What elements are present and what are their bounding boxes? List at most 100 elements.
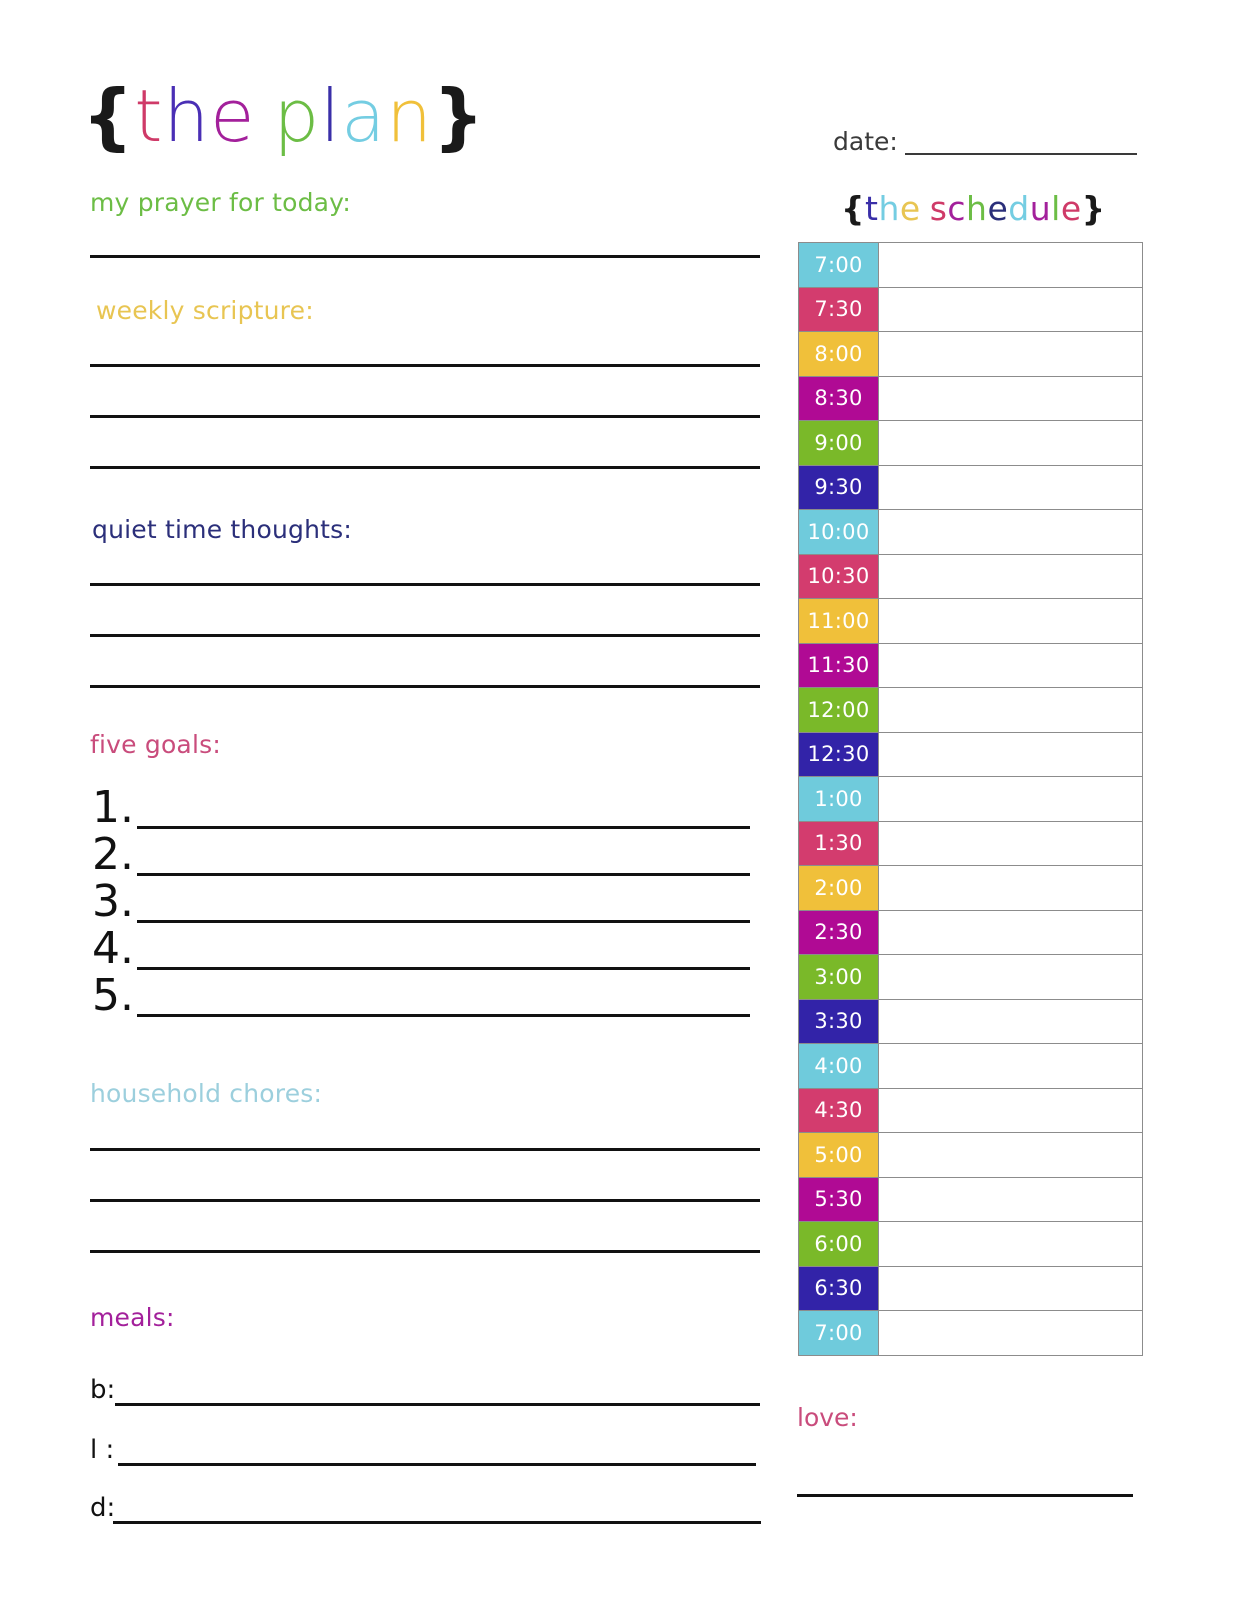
goal-line-5[interactable] (137, 1014, 750, 1017)
goal-line-2[interactable] (137, 873, 750, 876)
schedule-time-10-00-6: 10:00 (798, 509, 879, 555)
schedule-letter-e3: e (1060, 189, 1082, 228)
scripture-line-3[interactable] (90, 466, 760, 469)
schedule-time-8-30-3: 8:30 (798, 375, 879, 421)
schedule-letter-u: u (1029, 189, 1052, 228)
schedule-time-6-00-22: 6:00 (798, 1221, 879, 1267)
label-five-goals: five goals: (90, 730, 221, 759)
schedule-letter-t: t (865, 189, 879, 228)
schedule-slot-4-00-18[interactable] (878, 1043, 1143, 1089)
schedule-slot-3-30-17[interactable] (878, 998, 1143, 1044)
title-letter-p: p (273, 74, 321, 158)
schedule-time-7-30-1: 7:30 (798, 286, 879, 332)
meal-line-1[interactable] (115, 1403, 760, 1406)
schedule-slot-5-00-20[interactable] (878, 1132, 1143, 1178)
goal-number-1: 1. (92, 782, 134, 833)
meal-line-2[interactable] (118, 1463, 756, 1466)
schedule-time-1-30-13: 1:30 (798, 820, 879, 866)
schedule-row: 4:30 (798, 1087, 1143, 1133)
schedule-row: 2:30 (798, 909, 1143, 955)
schedule-slot-9-30-5[interactable] (878, 464, 1143, 510)
label-household-chores: household chores: (90, 1079, 323, 1108)
goal-number-5: 5. (92, 970, 134, 1021)
schedule-slot-5-30-21[interactable] (878, 1176, 1143, 1222)
schedule-slot-4-30-19[interactable] (878, 1087, 1143, 1133)
schedule-row: 3:00 (798, 954, 1143, 1000)
goal-line-3[interactable] (137, 920, 750, 923)
schedule-slot-6-30-23[interactable] (878, 1265, 1143, 1311)
schedule-letter-d: d (1008, 189, 1030, 228)
title-close-brace: } (432, 74, 486, 158)
schedule-time-3-30-17: 3:30 (798, 998, 879, 1044)
schedule-slot-8-30-3[interactable] (878, 375, 1143, 421)
label-my-prayer-for-today: my prayer for today: (90, 188, 351, 217)
quiet-time-line-1[interactable] (90, 583, 760, 586)
schedule-time-5-00-20: 5:00 (798, 1132, 879, 1178)
schedule-row: 8:30 (798, 375, 1143, 421)
schedule-slot-3-00-16[interactable] (878, 954, 1143, 1000)
schedule-slot-9-00-4[interactable] (878, 420, 1143, 466)
schedule-row: 7:00 (798, 1310, 1143, 1356)
label-weekly-scripture: weekly scripture: (96, 296, 314, 325)
schedule-letter-s: s (929, 189, 948, 228)
schedule-time-4-30-19: 4:30 (798, 1087, 879, 1133)
scripture-line-2[interactable] (90, 415, 760, 418)
household-chores-line-3[interactable] (90, 1250, 760, 1253)
schedule-slot-12-00-10[interactable] (878, 687, 1143, 733)
quiet-time-line-2[interactable] (90, 634, 760, 637)
schedule-slot-11-00-8[interactable] (878, 598, 1143, 644)
scripture-line-1[interactable] (90, 364, 760, 367)
schedule-slot-2-30-15[interactable] (878, 909, 1143, 955)
schedule-time-9-00-4: 9:00 (798, 420, 879, 466)
schedule-letter-e2: e (987, 189, 1009, 228)
goal-line-4[interactable] (137, 967, 750, 970)
title-letter-l: l (320, 74, 342, 158)
title-open-brace: { (82, 74, 135, 158)
schedule-slot-12-30-11[interactable] (878, 731, 1143, 777)
schedule-title-open-brace: { (841, 189, 865, 228)
household-chores-line-2[interactable] (90, 1199, 760, 1202)
prayer-line-1[interactable] (90, 255, 760, 258)
quiet-time-line-3[interactable] (90, 685, 760, 688)
schedule-time-9-30-5: 9:30 (798, 464, 879, 510)
meal-line-3[interactable] (113, 1521, 761, 1524)
schedule-row: 2:00 (798, 865, 1143, 911)
meal-label-2: l : (90, 1435, 115, 1465)
schedule-time-8-00-2: 8:00 (798, 331, 879, 377)
schedule-row: 10:00 (798, 509, 1143, 555)
schedule-slot-7-30-1[interactable] (878, 286, 1143, 332)
schedule-time-7-00-24: 7:00 (798, 1310, 879, 1356)
schedule-slot-2-00-14[interactable] (878, 865, 1143, 911)
schedule-slot-11-30-9[interactable] (878, 642, 1143, 688)
schedule-row: 4:00 (798, 1043, 1143, 1089)
schedule-slot-7-00-24[interactable] (878, 1310, 1143, 1356)
date-input-line[interactable] (905, 153, 1137, 155)
schedule-slot-7-00-0[interactable] (878, 242, 1143, 288)
schedule-time-12-00-10: 12:00 (798, 687, 879, 733)
schedule-slot-10-00-6[interactable] (878, 509, 1143, 555)
title-letter-n: n (386, 74, 433, 158)
schedule-row: 8:00 (798, 331, 1143, 377)
household-chores-line-1[interactable] (90, 1148, 760, 1151)
title-letter-e: e (210, 74, 256, 158)
schedule-row: 1:30 (798, 820, 1143, 866)
schedule-slot-8-00-2[interactable] (878, 331, 1143, 377)
schedule-slot-1-30-13[interactable] (878, 820, 1143, 866)
schedule-table: 7:00 7:30 8:00 8:30 9:00 9:30 10:00 10:30 11:00 1… (798, 242, 1143, 1356)
schedule-time-4-00-18: 4:00 (798, 1043, 879, 1089)
schedule-slot-10-30-7[interactable] (878, 553, 1143, 599)
schedule-title-close-brace: } (1081, 189, 1106, 228)
title-letter-h: h (163, 74, 211, 158)
schedule-slot-1-00-12[interactable] (878, 776, 1143, 822)
love-input-line[interactable] (797, 1494, 1133, 1497)
schedule-time-2-30-15: 2:30 (798, 909, 879, 955)
schedule-row: 1:00 (798, 776, 1143, 822)
schedule-letter-h: h (878, 189, 900, 228)
schedule-slot-6-00-22[interactable] (878, 1221, 1143, 1267)
goal-line-1[interactable] (137, 826, 750, 829)
schedule-row: 6:00 (798, 1221, 1143, 1267)
schedule-letter-c: c (947, 189, 967, 228)
schedule-time-12-30-11: 12:30 (798, 731, 879, 777)
date-label: date: (833, 127, 898, 156)
